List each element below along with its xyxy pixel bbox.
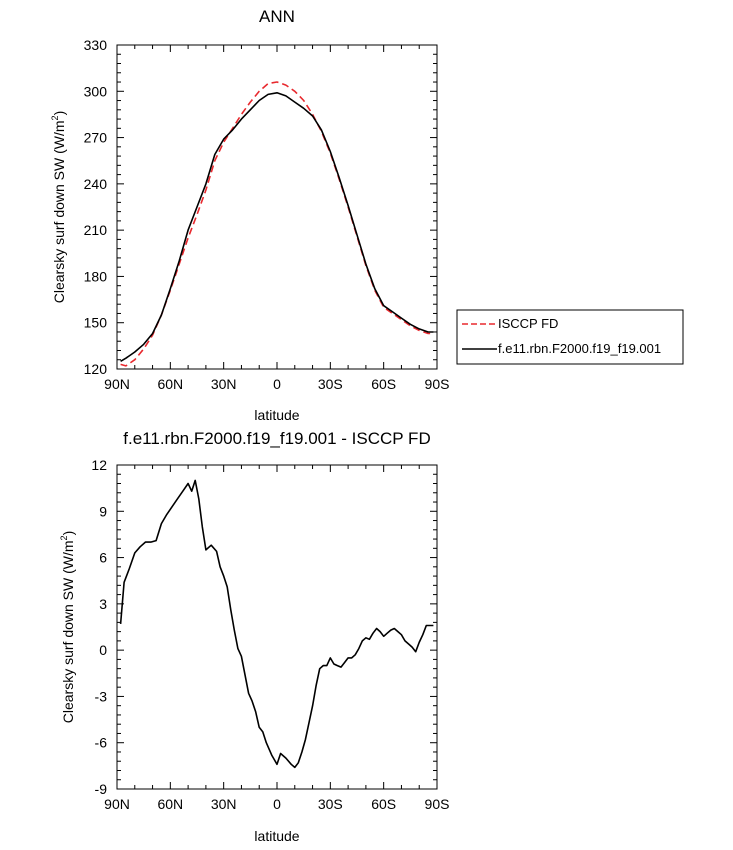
legend-label-isccp: ISCCP FD xyxy=(498,316,558,331)
top-chart-x-tick-label: 30S xyxy=(318,376,343,392)
bottom-chart-x-tick-label: 30S xyxy=(318,796,343,812)
top-chart-y-tick-label: 300 xyxy=(84,83,108,99)
bottom-chart-x-tick-label: 60N xyxy=(157,796,183,812)
bottom-chart-y-tick-label: -6 xyxy=(95,735,108,751)
bottom-chart-y-axis-label-tail: ) xyxy=(60,531,76,536)
top-chart-x-axis-label: latitude xyxy=(254,407,299,423)
bottom-chart-x-tick-label: 90S xyxy=(425,796,450,812)
top-chart-y-tick-label: 270 xyxy=(84,130,108,146)
top-chart-y-tick-label: 330 xyxy=(84,37,108,53)
top-chart-y-axis-label-sup: 2 xyxy=(50,115,60,120)
bottom-chart-series-0-line xyxy=(119,479,434,769)
bottom-chart-x-tick-label: 90N xyxy=(104,796,130,812)
top-chart-x-tick-label: 60N xyxy=(157,376,183,392)
top-chart-y-tick-label: 120 xyxy=(84,361,108,377)
top-chart-x-tick-label: 90N xyxy=(104,376,130,392)
top-chart-y-tick-label: 150 xyxy=(84,315,108,331)
bottom-chart-y-tick-label: -3 xyxy=(95,688,108,704)
bottom-chart-x-tick-label: 60S xyxy=(371,796,396,812)
top-chart-y-tick-label: 210 xyxy=(84,222,108,238)
top-chart-series-1-line xyxy=(120,92,434,362)
bottom-chart-y-tick-label: 6 xyxy=(99,550,107,566)
bottom-chart-y-axis-label-text: Clearsky surf down SW (W/m xyxy=(60,540,76,723)
top-chart-x-tick-label: 30N xyxy=(211,376,237,392)
top-chart-series-0-line xyxy=(120,81,434,367)
top-chart-y-tick-label: 240 xyxy=(84,176,108,192)
bottom-chart-x-tick-label: 30N xyxy=(211,796,237,812)
legend-label-model: f.e11.rbn.F2000.f19_f19.001 xyxy=(498,341,661,356)
bottom-chart-plot-frame xyxy=(116,464,438,790)
bottom-chart-title: f.e11.rbn.F2000.f19_f19.001 - ISCCP FD xyxy=(123,429,430,448)
legend: ISCCP FD f.e11.rbn.F2000.f19_f19.001 xyxy=(456,309,684,365)
bottom-chart-y-axis-label: Clearsky surf down SW (W/m2) xyxy=(59,531,76,724)
top-chart-title: ANN xyxy=(259,7,295,26)
bottom-chart-y-axis-label-sup: 2 xyxy=(59,535,69,540)
bottom-chart-y-tick-label: 3 xyxy=(99,596,107,612)
top-chart-y-axis-label-tail: ) xyxy=(51,111,67,116)
legend-box xyxy=(456,309,684,365)
top-chart-x-tick-label: 90S xyxy=(425,376,450,392)
top-chart-x-tick-label: 60S xyxy=(371,376,396,392)
top-chart-x-tick-label: 0 xyxy=(273,376,281,392)
bottom-chart-y-tick-label: -9 xyxy=(95,781,108,797)
bottom-chart: f.e11.rbn.F2000.f19_f19.001 - ISCCP FD C… xyxy=(59,429,449,844)
bottom-chart-y-tick-label: 9 xyxy=(99,503,107,519)
top-chart-y-axis-label: Clearsky surf down SW (W/m2) xyxy=(50,111,67,304)
top-chart: ANN Clearsky surf down SW (W/m2) latitud… xyxy=(50,7,449,423)
top-chart-y-tick-label: 180 xyxy=(84,268,108,284)
bottom-chart-y-tick-label: 0 xyxy=(99,642,107,658)
bottom-chart-x-axis-label: latitude xyxy=(254,828,299,844)
top-chart-y-axis-label-text: Clearsky surf down SW (W/m xyxy=(51,120,67,303)
bottom-chart-x-tick-label: 0 xyxy=(273,796,281,812)
bottom-chart-y-tick-label: 12 xyxy=(91,457,107,473)
